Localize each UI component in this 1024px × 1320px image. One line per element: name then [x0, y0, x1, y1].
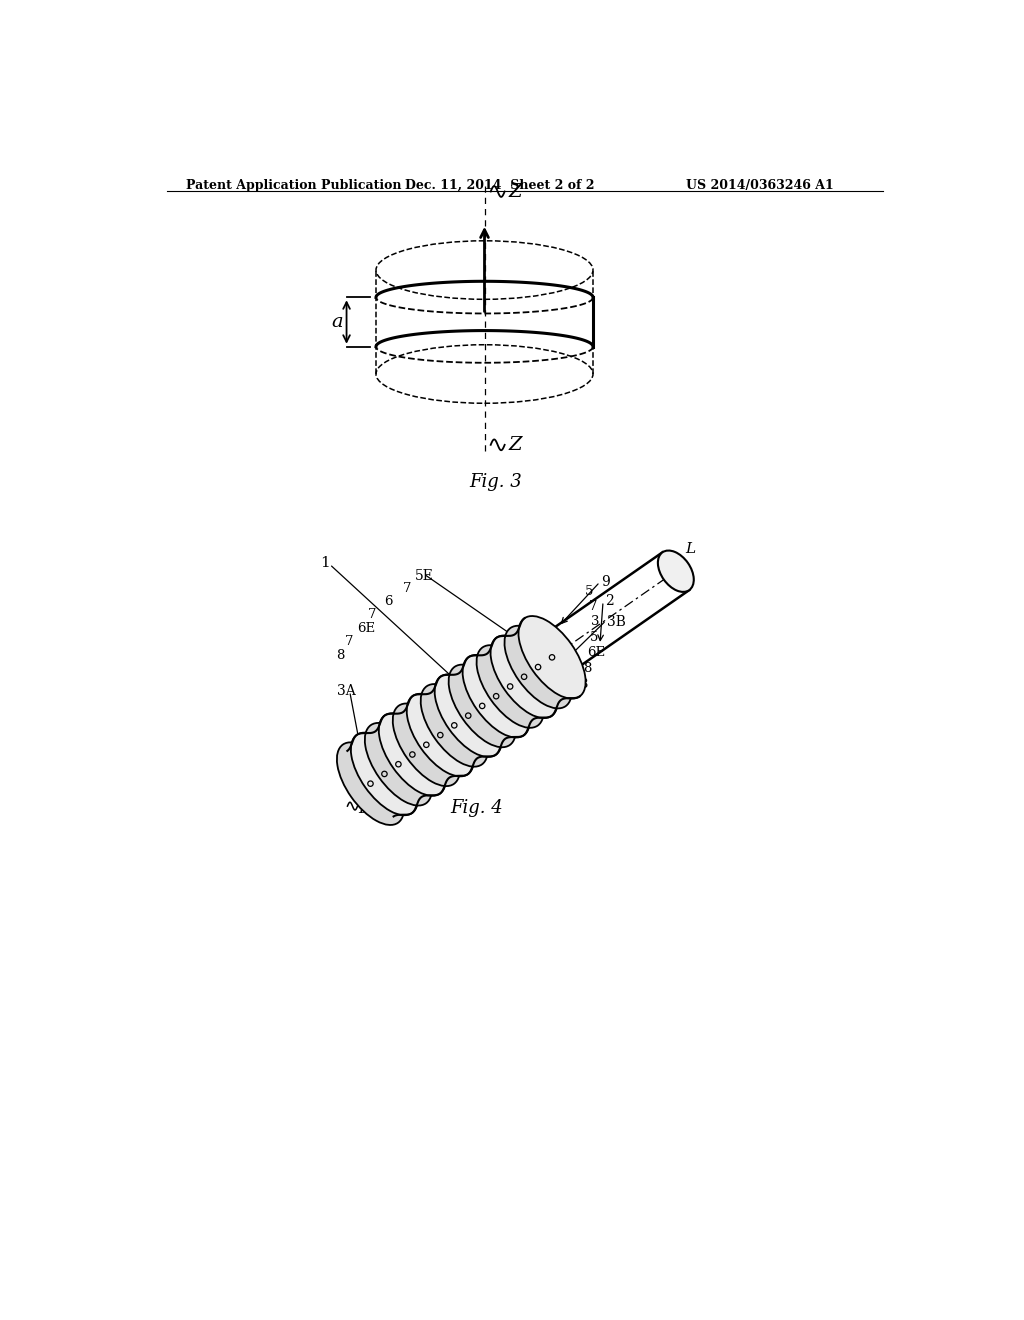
Text: a: a — [331, 313, 343, 331]
Ellipse shape — [505, 626, 571, 709]
Text: 3B: 3B — [607, 615, 626, 628]
Ellipse shape — [490, 635, 558, 718]
Text: 9: 9 — [436, 760, 445, 774]
Text: 7: 7 — [403, 582, 412, 594]
Ellipse shape — [379, 713, 445, 796]
Ellipse shape — [518, 616, 586, 698]
Text: 2: 2 — [605, 594, 614, 609]
Ellipse shape — [351, 733, 418, 816]
Text: Z: Z — [509, 182, 522, 201]
Text: 8: 8 — [583, 663, 591, 676]
Text: 3A: 3A — [337, 684, 356, 698]
Text: 3: 3 — [592, 615, 600, 628]
Ellipse shape — [476, 645, 544, 727]
Text: 5: 5 — [590, 631, 598, 644]
Text: Z: Z — [509, 436, 522, 454]
Text: US 2014/0363246 A1: US 2014/0363246 A1 — [686, 180, 834, 193]
Text: Fig. 3: Fig. 3 — [469, 473, 522, 491]
Text: 6: 6 — [425, 774, 433, 787]
Text: 7: 7 — [369, 607, 377, 620]
Text: 6: 6 — [445, 747, 455, 760]
Text: 8: 8 — [579, 677, 588, 690]
Text: 5E: 5E — [415, 569, 433, 582]
Text: 7: 7 — [345, 635, 353, 648]
Ellipse shape — [421, 684, 487, 767]
Text: L: L — [358, 803, 369, 816]
Text: 5: 5 — [586, 585, 594, 598]
Text: Patent Application Publication: Patent Application Publication — [186, 180, 401, 193]
Text: L: L — [685, 543, 695, 556]
Text: 8: 8 — [336, 648, 344, 661]
Ellipse shape — [449, 664, 516, 747]
Text: Fig. 4: Fig. 4 — [451, 799, 503, 817]
Text: 6: 6 — [384, 594, 392, 607]
Ellipse shape — [657, 550, 694, 591]
Ellipse shape — [365, 723, 432, 805]
Ellipse shape — [434, 675, 502, 756]
Text: Dec. 11, 2014  Sheet 2 of 2: Dec. 11, 2014 Sheet 2 of 2 — [406, 180, 595, 193]
Text: 7: 7 — [589, 601, 598, 612]
Ellipse shape — [463, 655, 529, 738]
Ellipse shape — [393, 704, 460, 787]
Ellipse shape — [407, 694, 474, 776]
Text: 9: 9 — [601, 576, 609, 589]
Text: 1: 1 — [321, 556, 330, 570]
Text: 6E: 6E — [356, 622, 375, 635]
Text: 6E: 6E — [588, 647, 606, 659]
Ellipse shape — [337, 742, 404, 825]
